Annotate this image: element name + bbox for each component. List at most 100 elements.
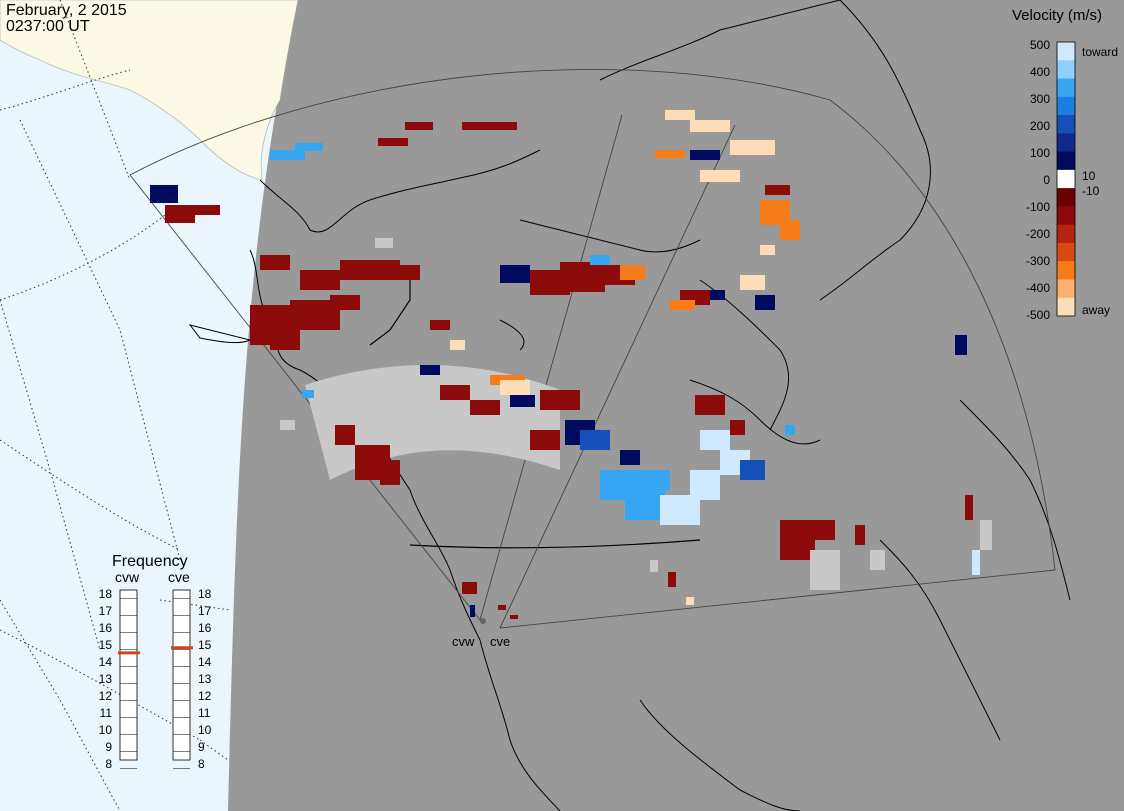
velocity-cell: [378, 138, 408, 146]
velocity-cell: [655, 150, 685, 158]
velocity-cell: [500, 265, 530, 283]
velocity-tick-label: 200: [1030, 119, 1050, 133]
colorbar-segment: [1057, 60, 1075, 80]
colorbar-segment: [1057, 78, 1075, 98]
velocity-cell: [700, 430, 730, 450]
velocity-cell: [470, 400, 500, 415]
frequency-tick-label: 12: [99, 689, 113, 703]
velocity-cell: [785, 425, 795, 435]
colorbar-segment: [1057, 261, 1075, 280]
velocity-cell: [730, 140, 775, 155]
velocity-cell: [972, 550, 980, 575]
radar-sites: cvw cve: [452, 618, 510, 649]
frequency-tick-label: 17: [99, 604, 113, 618]
velocity-tick-labels: 500400300200100100-10-100-200-300-400-50…: [1026, 38, 1100, 322]
colorbar-segment: [1057, 188, 1075, 207]
velocity-cell: [640, 470, 670, 490]
velocity-cell: [330, 295, 360, 310]
frequency-tick-label: 9: [198, 740, 205, 754]
velocity-cell: [855, 525, 865, 545]
velocity-cell: [810, 550, 840, 590]
frequency-tick-label: 14: [198, 655, 212, 669]
velocity-cell: [300, 270, 340, 290]
frequency-tick-label: 15: [99, 638, 113, 652]
colorbar-segment: [1057, 42, 1075, 61]
velocity-cell: [540, 390, 580, 410]
velocity-cell: [740, 460, 765, 480]
velocity-tick-label: -200: [1026, 227, 1050, 241]
velocity-cell: [620, 450, 640, 465]
colorbar-segment: [1057, 133, 1075, 153]
velocity-cell: [420, 365, 440, 375]
time-label: 0237:00 UT: [6, 18, 90, 35]
velocity-cell: [980, 520, 992, 550]
velocity-cell: [695, 395, 725, 415]
velocity-cell: [690, 470, 720, 500]
colorbar-segment: [1057, 224, 1075, 244]
frequency-tick-label: 17: [198, 604, 212, 618]
velocity-cell: [955, 335, 967, 355]
frequency-tick-marks: 18 18 17 17 16 16 15 15 14 14 13 13 12 12 11 11 10 10 9 9 8 8: [99, 587, 212, 771]
velocity-cell: [810, 520, 835, 540]
velocity-cell: [580, 430, 610, 450]
velocity-cell: [690, 150, 720, 160]
velocity-cell: [510, 615, 518, 619]
velocity-cell: [620, 265, 645, 280]
velocity-tick-label: 10: [1082, 169, 1096, 183]
velocity-cell: [590, 255, 610, 265]
colorbar-segment: [1057, 279, 1075, 299]
velocity-cell: [760, 245, 775, 255]
velocity-cell: [195, 205, 220, 215]
velocity-tick-label: -10: [1082, 184, 1100, 198]
velocity-cell: [765, 185, 790, 195]
velocity-tick-label: -500: [1026, 308, 1050, 322]
frequency-legend: Frequency cvw cve 18 18 17 17 16 16 15 15 14 14 13…: [99, 553, 212, 771]
velocity-cell: [165, 205, 195, 223]
velocity-cell: [668, 572, 676, 587]
velocity-cell: [295, 143, 323, 151]
velocity-colorbar: [1057, 42, 1075, 317]
velocity-cell: [498, 605, 506, 610]
velocity-cell: [260, 255, 290, 270]
radar-site-label-cvw: cvw: [452, 634, 475, 649]
velocity-cell: [560, 262, 605, 292]
colorbar-segment: [1057, 297, 1075, 317]
frequency-tick-label: 10: [198, 723, 212, 737]
velocity-cell: [335, 425, 355, 445]
velocity-toward-label: toward: [1082, 45, 1118, 59]
velocity-tick-label: -400: [1026, 281, 1050, 295]
velocity-cell: [780, 520, 815, 560]
velocity-tick-label: 300: [1030, 92, 1050, 106]
velocity-cell: [700, 170, 740, 182]
frequency-tick-label: 15: [198, 638, 212, 652]
frequency-tick-label: 12: [198, 689, 212, 703]
velocity-colorbar-frame: [1056, 41, 1076, 317]
velocity-cell: [625, 490, 665, 520]
frequency-tick-label: 13: [99, 672, 113, 686]
velocity-cell: [462, 582, 477, 594]
land-siberia: [0, 0, 299, 181]
radar-site-marker[interactable]: [480, 618, 486, 624]
frequency-radar-label-cve: cve: [168, 569, 190, 585]
velocity-tick-label: 500: [1030, 38, 1050, 52]
frequency-tick-label: 9: [105, 740, 112, 754]
colorbar-segment: [1057, 206, 1075, 226]
velocity-cells: [150, 110, 992, 619]
frequency-tick-label: 8: [105, 757, 112, 771]
velocity-cell: [270, 330, 300, 350]
frequency-tick-label: 16: [198, 621, 212, 635]
frequency-tick-label: 18: [99, 587, 113, 601]
velocity-cell: [755, 295, 775, 310]
velocity-cell: [710, 290, 725, 300]
frequency-tick-label: 11: [100, 706, 113, 720]
velocity-cell: [730, 420, 745, 435]
frequency-tick-label: 14: [99, 655, 113, 669]
frequency-tick-label: 18: [198, 587, 212, 601]
velocity-cell: [686, 597, 694, 605]
borders: [369, 270, 701, 549]
velocity-cell: [150, 185, 178, 203]
velocity-tick-label: -300: [1026, 254, 1050, 268]
date-label: February, 2 2015: [6, 2, 127, 19]
colorbar-segment: [1057, 115, 1075, 134]
